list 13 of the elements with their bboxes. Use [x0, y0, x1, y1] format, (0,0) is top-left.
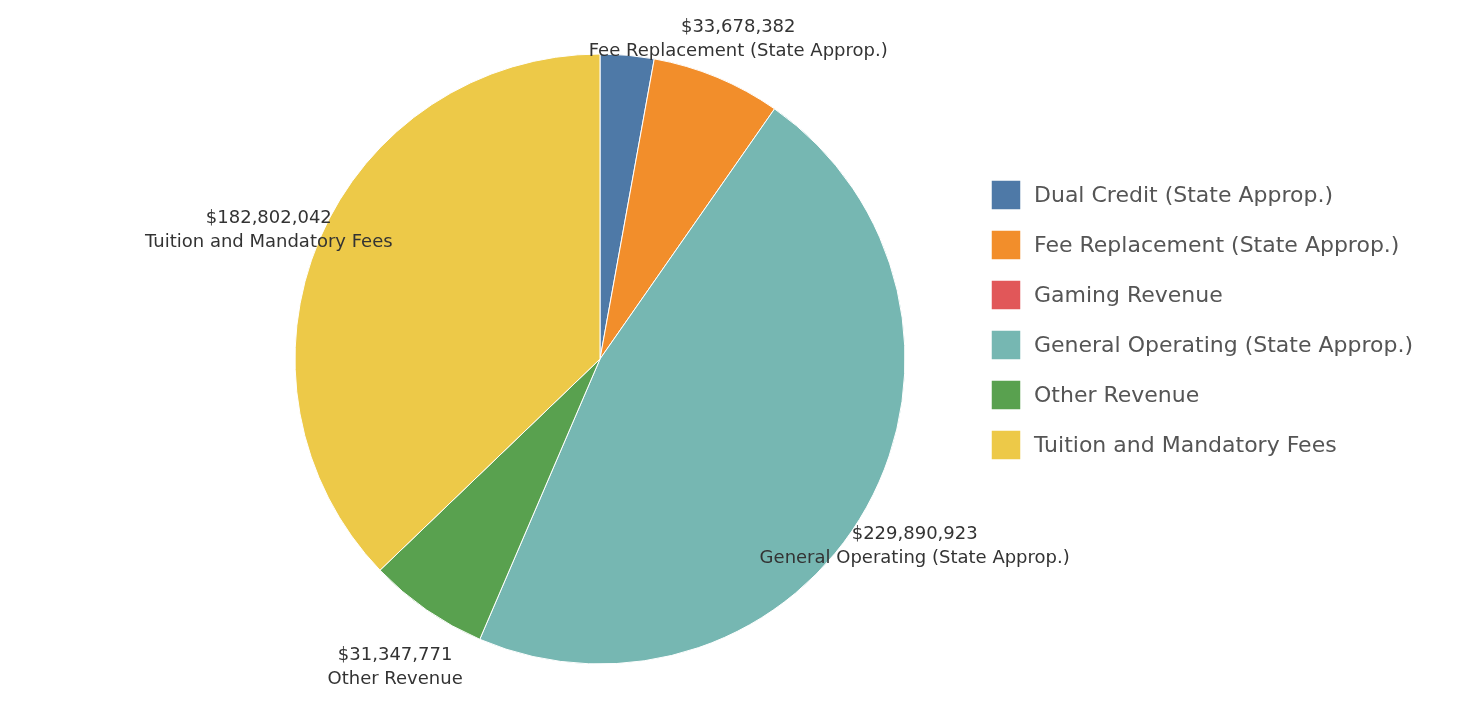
slice-label: Fee Replacement (State Approp.)	[588, 38, 888, 60]
slice-label: General Operating (State Approp.)	[759, 545, 1070, 567]
legend-label: Fee Replacement (State Approp.)	[1034, 232, 1400, 257]
legend-label: Dual Credit (State Approp.)	[1034, 182, 1333, 207]
data-label: $229,890,923	[851, 521, 978, 543]
data-label: $182,802,042	[205, 205, 332, 227]
legend-label: Tuition and Mandatory Fees	[1033, 432, 1337, 457]
legend-label: Other Revenue	[1034, 382, 1200, 407]
data-label: $31,347,771	[337, 643, 453, 664]
legend-label: General Operating (State Approp.)	[1034, 332, 1414, 357]
legend-label: Gaming Revenue	[1034, 282, 1223, 307]
data-label: $33,678,382	[680, 14, 796, 36]
slice-label: Other Revenue	[327, 667, 463, 688]
